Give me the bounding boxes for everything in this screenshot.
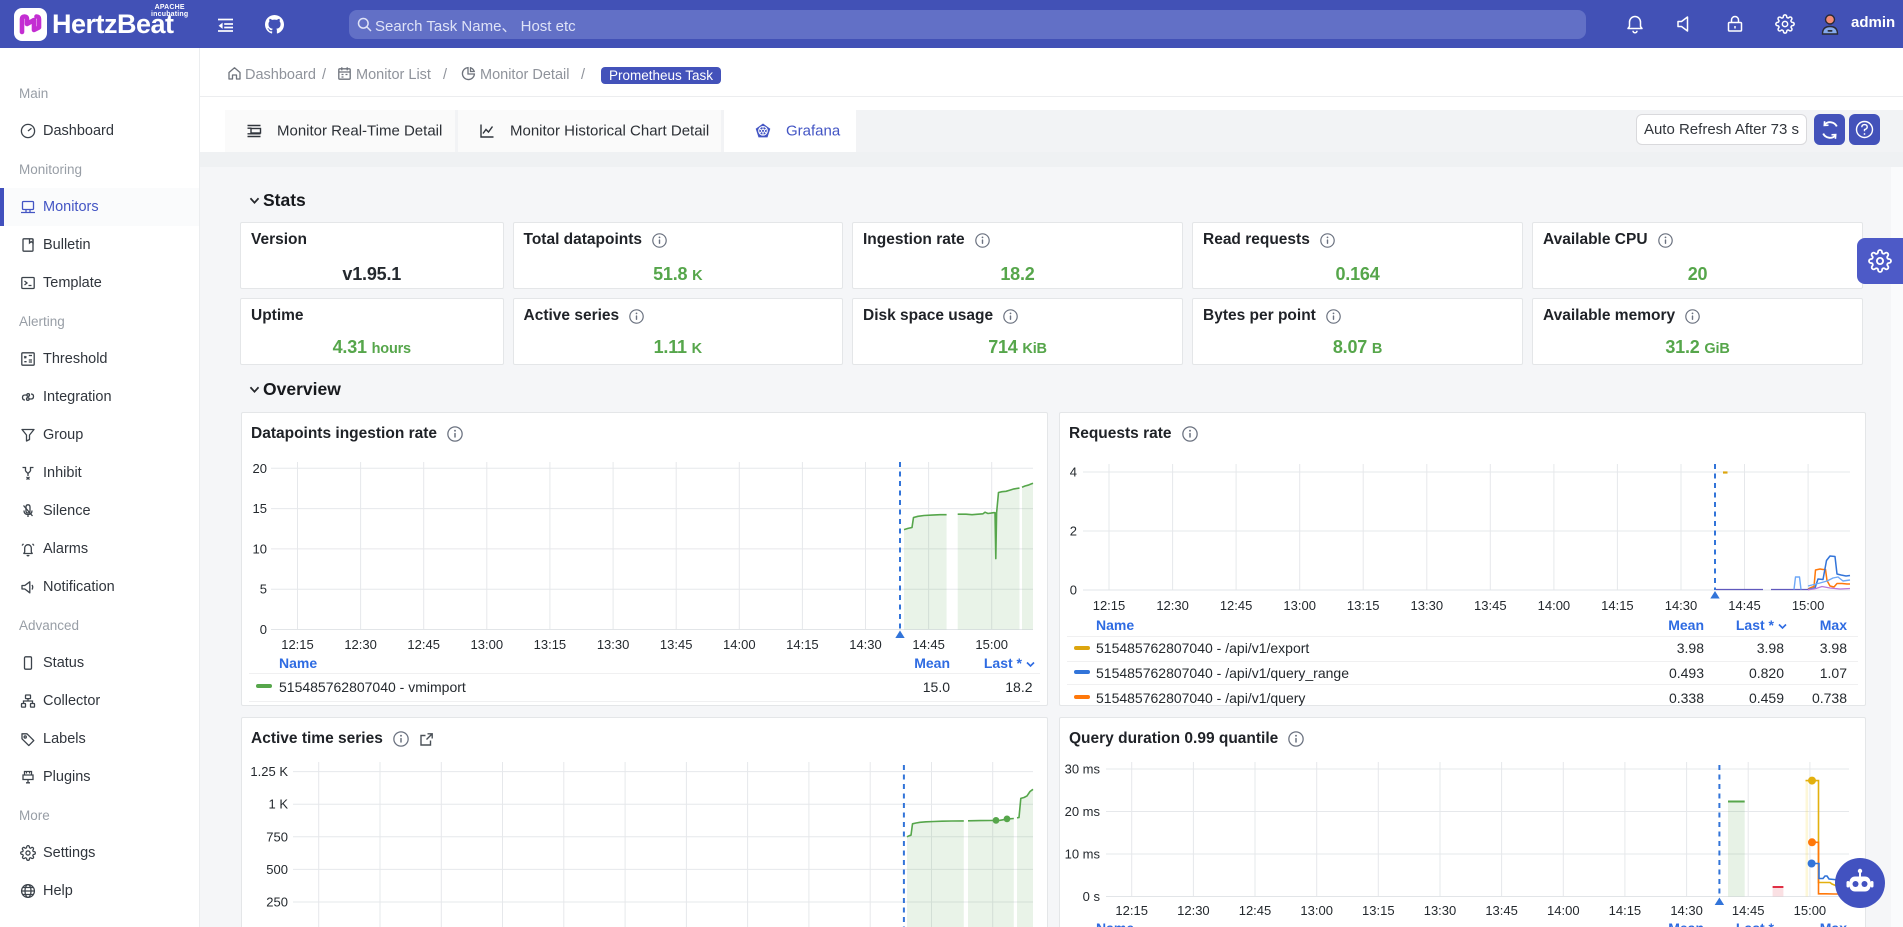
svg-text:15:00: 15:00	[1794, 903, 1827, 918]
svg-text:13:15: 13:15	[1347, 598, 1380, 613]
svg-text:13:30: 13:30	[597, 637, 630, 652]
svg-text:14:00: 14:00	[1547, 903, 1580, 918]
svg-text:30 ms: 30 ms	[1065, 762, 1101, 777]
svg-text:0: 0	[260, 622, 267, 637]
svg-text:12:15: 12:15	[1115, 903, 1148, 918]
svg-text:14:15: 14:15	[786, 637, 819, 652]
svg-text:15: 15	[253, 501, 267, 516]
svg-text:500: 500	[266, 862, 288, 877]
svg-text:15:00: 15:00	[975, 637, 1008, 652]
svg-text:15:00: 15:00	[1792, 598, 1825, 613]
svg-text:13:15: 13:15	[1362, 903, 1395, 918]
svg-text:12:15: 12:15	[1093, 598, 1126, 613]
svg-text:20: 20	[253, 461, 267, 476]
svg-text:250: 250	[266, 895, 288, 910]
svg-text:14:45: 14:45	[1732, 903, 1765, 918]
svg-text:12:30: 12:30	[344, 637, 377, 652]
svg-text:13:45: 13:45	[1474, 598, 1507, 613]
svg-text:13:30: 13:30	[1424, 903, 1457, 918]
svg-text:4: 4	[1070, 465, 1077, 480]
svg-text:13:30: 13:30	[1411, 598, 1444, 613]
svg-text:14:45: 14:45	[1728, 598, 1761, 613]
svg-text:13:00: 13:00	[471, 637, 504, 652]
svg-text:14:30: 14:30	[849, 637, 882, 652]
svg-text:14:00: 14:00	[1538, 598, 1571, 613]
svg-text:14:30: 14:30	[1665, 598, 1698, 613]
svg-text:14:45: 14:45	[912, 637, 945, 652]
svg-text:12:15: 12:15	[281, 637, 314, 652]
svg-text:13:45: 13:45	[660, 637, 693, 652]
svg-text:13:15: 13:15	[534, 637, 567, 652]
svg-text:0 s: 0 s	[1083, 889, 1101, 904]
svg-text:10: 10	[253, 541, 267, 556]
svg-text:20 ms: 20 ms	[1065, 804, 1101, 819]
svg-text:750: 750	[266, 829, 288, 844]
svg-text:1.25 K: 1.25 K	[250, 764, 288, 779]
svg-text:14:00: 14:00	[723, 637, 756, 652]
svg-text:13:45: 13:45	[1485, 903, 1518, 918]
svg-text:14:15: 14:15	[1609, 903, 1642, 918]
svg-text:12:45: 12:45	[1220, 598, 1253, 613]
svg-text:13:00: 13:00	[1300, 903, 1333, 918]
svg-text:12:45: 12:45	[1239, 903, 1272, 918]
svg-text:14:15: 14:15	[1601, 598, 1634, 613]
svg-text:0: 0	[1070, 583, 1077, 598]
svg-text:13:00: 13:00	[1283, 598, 1316, 613]
svg-text:2: 2	[1070, 524, 1077, 539]
svg-text:10 ms: 10 ms	[1065, 847, 1101, 862]
svg-text:14:30: 14:30	[1670, 903, 1703, 918]
svg-text:12:30: 12:30	[1156, 598, 1189, 613]
svg-text:5: 5	[260, 582, 267, 597]
svg-text:12:30: 12:30	[1177, 903, 1210, 918]
svg-text:1 K: 1 K	[268, 797, 288, 812]
svg-text:12:45: 12:45	[407, 637, 440, 652]
